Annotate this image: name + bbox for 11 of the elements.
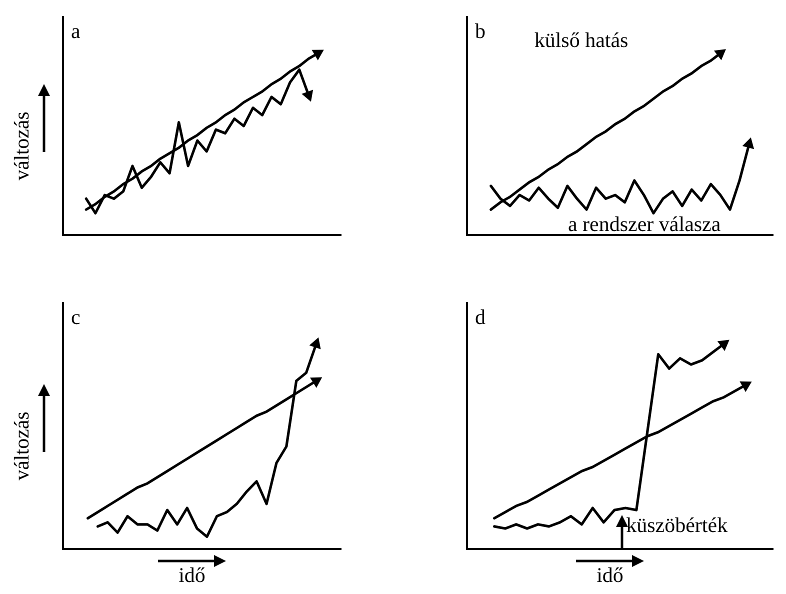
annotation: küszöbérték	[626, 512, 728, 537]
chart-title: c	[71, 305, 80, 329]
chart-title: b	[475, 19, 486, 43]
x-axis-title: idő	[178, 563, 206, 587]
x-axis-title: idő	[596, 563, 624, 587]
y-axis-title: változás	[10, 412, 34, 480]
chart-title: d	[475, 305, 486, 329]
y-axis-title: változás	[10, 112, 34, 180]
annotation: a rendszer válasza	[568, 212, 721, 236]
text: külső hatás	[534, 28, 628, 52]
chart-title: a	[71, 19, 80, 43]
